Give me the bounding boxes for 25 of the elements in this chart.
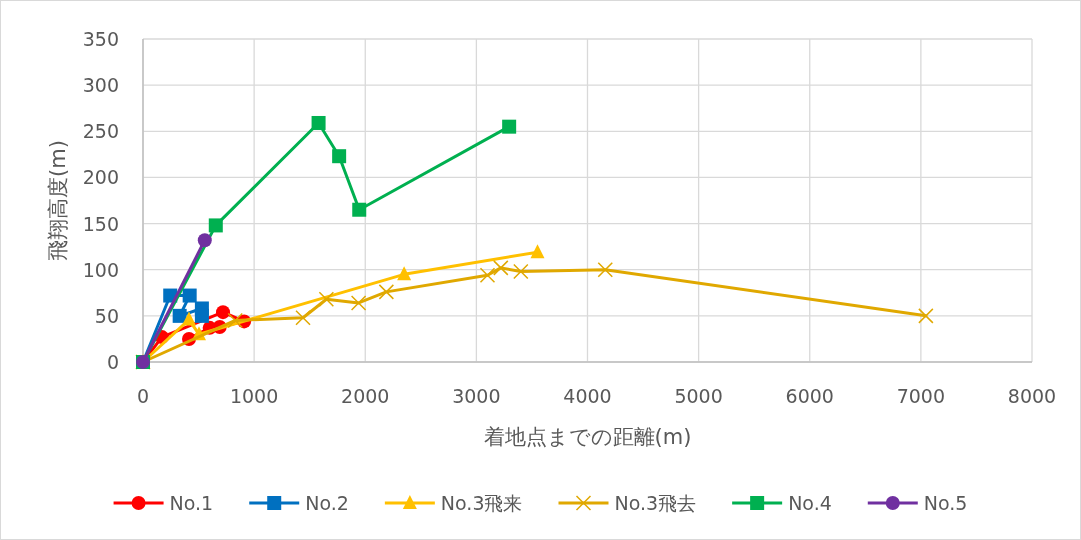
legend-label: No.3飛来	[440, 492, 523, 514]
x-tick-label: 0	[136, 385, 150, 407]
y-tick-label: 300	[82, 74, 119, 97]
y-tick-label: 50	[94, 304, 119, 327]
x-tick-label: 5000	[674, 385, 723, 407]
x-axis-title: 着地点までの距離(m)	[483, 425, 692, 449]
legend-label: No.5	[923, 492, 968, 514]
x-tick-label: 6000	[785, 385, 834, 407]
x-tick-label: 3000	[452, 385, 501, 407]
x-tick-label: 2000	[341, 385, 390, 407]
x-tick-label: 4000	[563, 385, 612, 407]
x-tick-label: 8000	[1007, 385, 1057, 407]
legend-label: No.1	[169, 492, 214, 514]
x-tick-label: 1000	[229, 385, 279, 407]
legend-label: No.4	[788, 492, 832, 514]
y-tick-label: 200	[82, 166, 119, 189]
y-axis-title: 飛翔高度(m)	[46, 140, 70, 261]
y-tick-label: 0	[106, 351, 119, 373]
x-tick-label: 7000	[896, 385, 946, 407]
y-tick-label: 350	[82, 28, 119, 50]
y-tick-label: 150	[82, 212, 119, 235]
y-tick-label: 250	[82, 120, 119, 143]
legend-label: No.3飛去	[614, 492, 697, 514]
y-tick-label: 100	[82, 258, 119, 281]
legend-label: No.2	[305, 492, 349, 514]
